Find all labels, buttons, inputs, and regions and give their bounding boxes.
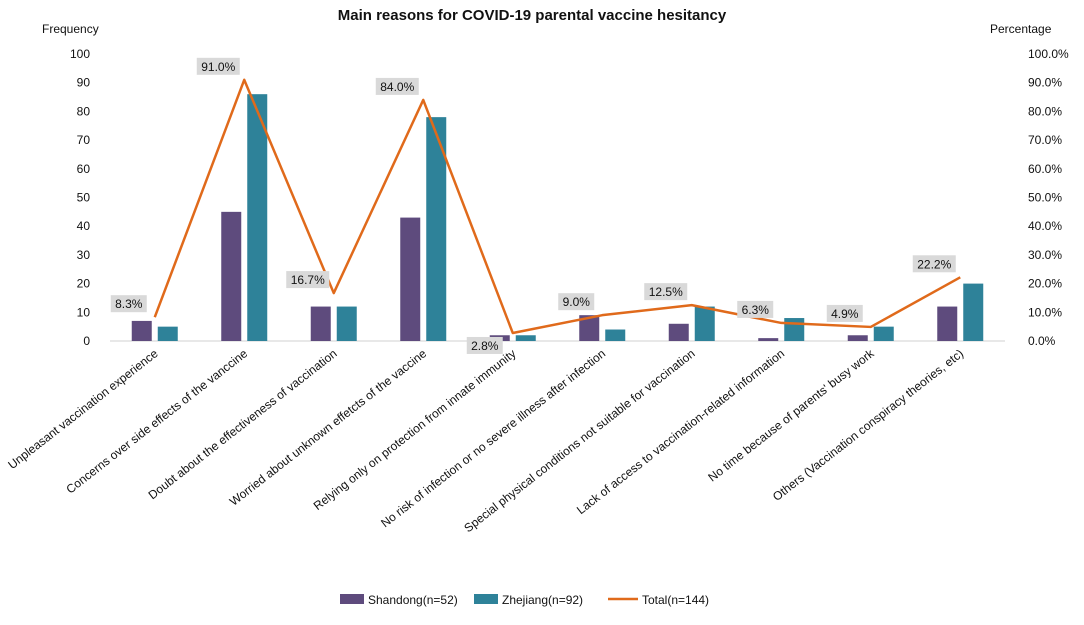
- data-label: 4.9%: [831, 307, 859, 321]
- bar-shandong: [668, 323, 689, 341]
- data-label-box: [644, 283, 688, 301]
- data-label: 8.3%: [115, 297, 143, 311]
- bar-zhejiang: [605, 329, 626, 341]
- data-label-box: [826, 304, 863, 322]
- y-right-axis-title: Percentage: [990, 22, 1052, 36]
- legend-label: Total(n=144): [642, 593, 709, 607]
- category-label: Relying only on protection from innate i…: [311, 346, 519, 513]
- category-label: Others (Vaccination conspiracy theories,…: [770, 346, 966, 503]
- left-tick-label: 100: [70, 47, 90, 61]
- right-tick-label: 50.0%: [1028, 191, 1062, 205]
- data-label-box: [466, 336, 503, 354]
- left-tick-label: 50: [77, 191, 91, 205]
- chart-title: Main reasons for COVID-19 parental vacci…: [338, 7, 727, 24]
- bar-shandong: [221, 211, 242, 341]
- bar-shandong: [310, 306, 331, 341]
- y-left-axis-title: Frequency: [42, 22, 99, 36]
- data-label: 6.3%: [742, 303, 770, 317]
- data-label-box: [737, 300, 774, 318]
- data-label: 16.7%: [291, 273, 325, 287]
- data-label-box: [110, 295, 147, 313]
- data-label: 84.0%: [380, 80, 414, 94]
- right-tick-label: 80.0%: [1028, 104, 1062, 118]
- data-label: 12.5%: [649, 285, 683, 299]
- data-label-box: [375, 77, 419, 95]
- left-tick-label: 10: [77, 305, 91, 319]
- legend-label: Shandong(n=52): [368, 593, 458, 607]
- category-label: No time because of parents' busy work: [705, 346, 877, 485]
- bar-zhejiang: [784, 318, 805, 341]
- left-tick-label: 20: [77, 277, 91, 291]
- bars-group: [131, 94, 984, 342]
- right-tick-label: 30.0%: [1028, 248, 1062, 262]
- bar-shandong: [579, 315, 600, 341]
- right-tick-label: 70.0%: [1028, 133, 1062, 147]
- data-label: 9.0%: [563, 295, 591, 309]
- left-tick-label: 40: [77, 219, 91, 233]
- bar-zhejiang: [157, 326, 178, 341]
- data-label-box: [286, 271, 330, 289]
- right-tick-label: 20.0%: [1028, 277, 1062, 291]
- right-tick-labels: 0.0% 10.0% 20.0% 30.0% 40.0% 50.0% 60.0% 70.0% 8…: [1028, 47, 1069, 348]
- data-label-box: [196, 57, 240, 75]
- bar-zhejiang: [963, 283, 984, 341]
- data-label: 91.0%: [201, 60, 235, 74]
- legend-swatch: [474, 594, 498, 604]
- left-tick-label: 80: [77, 104, 91, 118]
- bar-zhejiang: [873, 326, 894, 341]
- left-tick-label: 0: [83, 334, 90, 348]
- category-label: Lack of access to vaccination-related in…: [574, 346, 787, 517]
- left-tick-labels: 0 10 20 30 40 50 60 70 80 90 100: [70, 47, 90, 348]
- bar-zhejiang: [426, 117, 447, 341]
- category-label: Concerns over side effects of the vancci…: [63, 346, 250, 496]
- right-tick-label: 0.0%: [1028, 334, 1056, 348]
- data-label: 22.2%: [917, 257, 951, 271]
- bar-zhejiang: [694, 306, 715, 341]
- bar-shandong: [758, 338, 779, 341]
- data-labels-group: 8.3% 91.0% 16.7% 84.0% 2.8% 9.0% 12.5% 6.3% 4.9%…: [110, 57, 956, 354]
- right-tick-label: 40.0%: [1028, 219, 1062, 233]
- left-tick-label: 30: [77, 248, 91, 262]
- right-tick-label: 90.0%: [1028, 76, 1062, 90]
- category-labels-group: Unpleasant vaccination experienceConcern…: [5, 346, 966, 535]
- left-tick-label: 90: [77, 76, 91, 90]
- bar-shandong: [847, 335, 868, 341]
- total-line: [153, 78, 961, 335]
- category-label: Worried about unknown effetcts of the va…: [227, 346, 429, 509]
- data-label-box: [912, 255, 956, 273]
- legend-label: Zhejiang(n=92): [502, 593, 583, 607]
- bar-zhejiang: [515, 335, 536, 341]
- category-label: Doubt about the effectiveness of vaccina…: [146, 346, 340, 502]
- data-label-box: [558, 293, 595, 311]
- right-tick-label: 60.0%: [1028, 162, 1062, 176]
- left-tick-label: 60: [77, 162, 91, 176]
- bar-zhejiang: [247, 94, 268, 342]
- right-tick-label: 10.0%: [1028, 305, 1062, 319]
- left-tick-label: 70: [77, 133, 91, 147]
- legend: Shandong(n=52) Zhejiang(n=92) Total(n=144): [340, 593, 709, 607]
- bar-shandong: [131, 320, 152, 341]
- bar-shandong: [937, 306, 958, 341]
- data-label: 2.8%: [471, 339, 499, 353]
- category-label: Unpleasant vaccination experience: [5, 346, 161, 472]
- bar-zhejiang: [336, 306, 357, 341]
- legend-swatch: [340, 594, 364, 604]
- right-tick-label: 100.0%: [1028, 47, 1069, 61]
- bar-shandong: [400, 217, 421, 341]
